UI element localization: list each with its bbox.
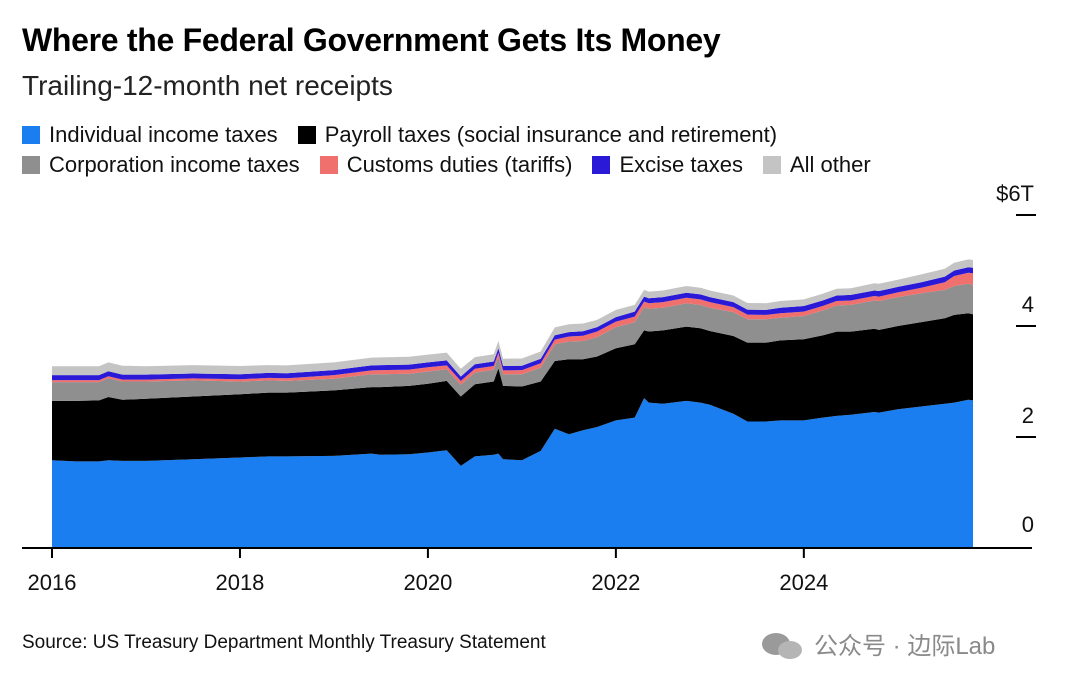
legend-item-customs-duties: Customs duties (tariffs) [319,152,573,178]
x-tick-label: 2024 [779,570,828,595]
legend-row: Corporation income taxes Customs duties … [22,150,1032,180]
watermark-text: 公众号 · 边际Lab [814,633,996,660]
legend-swatch [297,126,316,144]
legend-swatch [592,156,611,174]
y-tick-label: 0 [1022,512,1034,537]
x-tick-label: 2016 [28,570,77,595]
x-tick-label: 2018 [215,570,264,595]
chart-subtitle: Trailing-12-month net receipts [22,70,393,101]
legend-label: Individual income taxes [49,122,278,147]
legend-label: Payroll taxes (social insurance and reti… [324,122,778,147]
legend-label: Customs duties (tariffs) [346,152,573,177]
chart-title: Where the Federal Government Gets Its Mo… [22,22,721,58]
legend-row: Individual income taxes Payroll taxes (s… [22,120,1032,150]
y-tick-label: 2 [1022,403,1034,428]
area-series-corporation-income-taxes [52,283,973,401]
legend-item-corporation-income-taxes: Corporation income taxes [22,152,300,178]
legend-item-all-other: All other [762,152,871,178]
x-tick-label: 2022 [591,570,640,595]
legend-label: Excise taxes [619,152,743,177]
wechat-icon [762,629,804,659]
y-tick-label: 4 [1022,292,1034,317]
legend-item-individual-income-taxes: Individual income taxes [22,122,278,148]
area-series-individual-income-taxes [52,398,973,548]
legend-item-excise-taxes: Excise taxes [592,152,743,178]
legend-swatch [22,126,40,144]
x-tick-label: 2020 [403,570,452,595]
legend-swatch [319,156,338,174]
legend: Individual income taxes Payroll taxes (s… [22,120,1032,180]
legend-label: Corporation income taxes [49,152,300,177]
area-series-payroll-taxes-social-insurance-and-retirement [52,313,973,466]
legend-label: All other [789,152,871,177]
legend-item-payroll-taxes: Payroll taxes (social insurance and reti… [297,122,778,148]
legend-swatch [22,156,40,174]
watermark: 公众号 · 边际Lab [762,626,995,661]
source-note: Source: US Treasury Department Monthly T… [22,632,546,653]
legend-swatch [762,156,781,174]
y-tick-label: $6T [996,181,1034,206]
